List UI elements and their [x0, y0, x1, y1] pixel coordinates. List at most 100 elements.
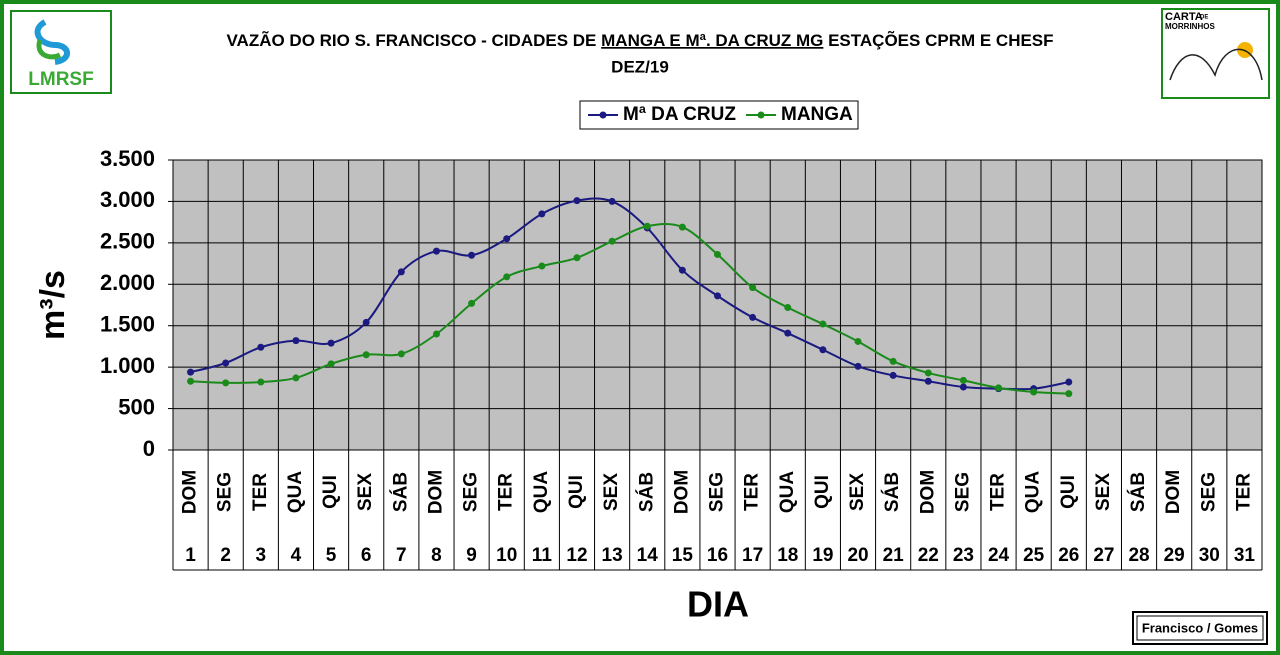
day-label: 14: [637, 545, 659, 566]
point: [784, 303, 792, 311]
point: [924, 369, 932, 377]
x-tick-label: TER: [496, 473, 517, 511]
day-label: 15: [672, 545, 694, 566]
point: [187, 368, 195, 376]
x-tick-label: SEX: [847, 473, 868, 511]
day-label: 17: [742, 545, 763, 566]
title-part: ESTAÇÕES CPRM E CHESF: [823, 30, 1053, 50]
point: [362, 318, 370, 326]
legend-label: MANGA: [781, 104, 853, 125]
day-label: 4: [291, 545, 302, 566]
point: [889, 357, 897, 365]
point: [468, 299, 476, 307]
x-tick-label: QUI: [812, 475, 833, 509]
point: [959, 383, 967, 391]
point: [1065, 378, 1073, 386]
x-tick-label: QUA: [531, 471, 552, 514]
legend-box: [579, 100, 859, 130]
y-tick-label: 1.000: [100, 353, 155, 378]
title-part: VAZÃO DO RIO S. FRANCISCO - CIDADES DE: [226, 30, 601, 50]
day-label: 28: [1128, 545, 1149, 566]
x-tick-label: TER: [1233, 473, 1254, 511]
day-label: 6: [361, 545, 372, 566]
point: [538, 262, 546, 270]
day-label: 9: [466, 545, 477, 566]
left-logo-text: LMRSF: [28, 69, 93, 90]
point: [854, 362, 862, 370]
x-tick-label: SÁB: [389, 472, 411, 512]
plot-area: [172, 159, 1263, 451]
point: [749, 313, 757, 321]
day-label: 18: [777, 545, 798, 566]
point: [784, 329, 792, 337]
x-tick-label: SEG: [1198, 472, 1219, 512]
title-part: MANGA E Mª. DA CRUZ MG: [601, 31, 823, 50]
x-tick-label: SEX: [1093, 473, 1114, 511]
x-tick-label: DOM: [671, 470, 692, 514]
x-tick-label: SÁB: [635, 472, 657, 512]
point: [889, 371, 897, 379]
point: [503, 273, 511, 281]
point: [292, 374, 300, 382]
x-tick-label: SÁB: [1127, 472, 1149, 512]
right-logo: CARTA DE MORRINHOS: [1161, 8, 1270, 99]
point: [924, 377, 932, 385]
legend-swatch-marker: [599, 111, 607, 119]
day-label: 29: [1164, 545, 1185, 566]
day-label: 27: [1093, 545, 1114, 566]
chart-subtitle: DEZ/19: [611, 57, 669, 76]
day-label: 31: [1234, 545, 1256, 566]
x-tick-label: TER: [988, 473, 1009, 511]
point: [327, 339, 335, 347]
point: [397, 350, 405, 358]
point: [608, 197, 616, 205]
point: [819, 320, 827, 328]
point: [714, 292, 721, 300]
credit-box: [1132, 611, 1268, 645]
x-tick-label: DOM: [425, 470, 446, 514]
day-label: 25: [1023, 545, 1045, 566]
x-tick-label: SEG: [215, 472, 236, 512]
point: [362, 351, 370, 359]
chart-title: VAZÃO DO RIO S. FRANCISCO - CIDADES DE M…: [226, 30, 1053, 50]
point: [749, 284, 757, 292]
point: [1030, 388, 1038, 396]
day-label: 30: [1199, 545, 1220, 566]
day-label: 10: [496, 545, 517, 566]
day-label: 11: [532, 545, 553, 566]
point: [608, 237, 616, 245]
point: [257, 343, 265, 351]
point: [468, 251, 476, 259]
point: [187, 377, 195, 385]
point: [714, 250, 721, 258]
y-tick-label: 3.000: [100, 187, 155, 212]
right-logo-text: MORRINHOS: [1165, 22, 1215, 31]
point: [432, 247, 440, 255]
point: [643, 222, 651, 230]
day-label: 2: [220, 545, 231, 566]
day-label: 21: [883, 545, 905, 566]
y-tick-label: 2.500: [100, 229, 155, 254]
point: [819, 346, 827, 354]
point: [573, 197, 581, 205]
x-tick-label: DOM: [1163, 470, 1184, 514]
point: [257, 378, 265, 386]
x-tick-label: DOM: [917, 470, 938, 514]
y-tick-label: 0: [143, 436, 155, 461]
x-tick-label: QUA: [285, 471, 306, 514]
x-tick-label: TER: [250, 473, 271, 511]
day-label: 5: [326, 545, 337, 566]
x-tick-label: SÁB: [881, 472, 903, 512]
day-label: 26: [1058, 545, 1079, 566]
day-label: 22: [918, 545, 939, 566]
day-label: 12: [566, 545, 587, 566]
point: [222, 359, 230, 367]
x-tick-label: SEX: [355, 473, 376, 511]
x-tick-label: SEG: [461, 472, 482, 512]
day-label: 20: [847, 545, 868, 566]
y-axis-label: m³/s: [34, 270, 72, 340]
x-tick-label: TER: [742, 473, 763, 511]
point: [678, 266, 686, 274]
point: [538, 210, 546, 218]
